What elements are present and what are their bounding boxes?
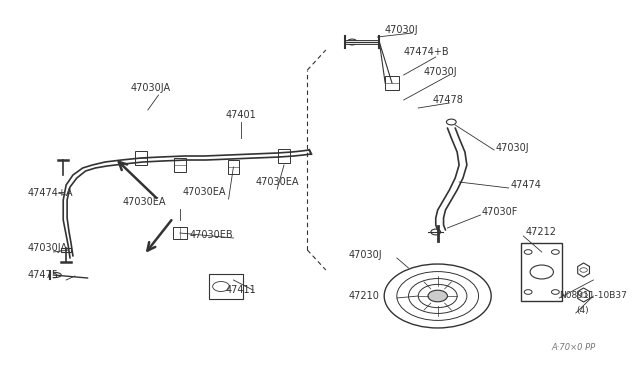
Text: 47030EA: 47030EA xyxy=(182,187,226,197)
Text: 47030J: 47030J xyxy=(423,67,457,77)
Text: 47212: 47212 xyxy=(525,227,556,237)
Text: 47030J: 47030J xyxy=(496,143,530,153)
Text: 47474+B: 47474+B xyxy=(404,47,449,57)
Bar xyxy=(135,151,147,165)
Bar xyxy=(278,149,290,163)
Text: 47030EB: 47030EB xyxy=(189,230,234,240)
Text: 47030JA: 47030JA xyxy=(131,83,171,93)
Bar xyxy=(209,274,243,299)
Text: 47030J: 47030J xyxy=(348,250,382,260)
Text: 47474+A: 47474+A xyxy=(28,188,73,198)
Text: (4): (4) xyxy=(576,305,588,314)
Text: 47030JA: 47030JA xyxy=(28,243,67,253)
Bar xyxy=(228,160,239,174)
Circle shape xyxy=(428,290,447,302)
Text: A·70×0 PP: A·70×0 PP xyxy=(552,343,596,353)
Text: 47030J: 47030J xyxy=(384,25,418,35)
Bar xyxy=(173,227,187,239)
Bar xyxy=(174,158,186,172)
Text: 47030F: 47030F xyxy=(481,207,518,217)
Text: 47030EA: 47030EA xyxy=(255,177,299,187)
Text: 47411: 47411 xyxy=(226,285,257,295)
Text: 47401: 47401 xyxy=(226,110,257,120)
Bar xyxy=(522,243,562,301)
Text: 47210: 47210 xyxy=(348,291,379,301)
Text: 47474: 47474 xyxy=(511,180,541,190)
Text: N08911-10B37: N08911-10B37 xyxy=(559,291,627,299)
Text: 47478: 47478 xyxy=(433,95,464,105)
Text: 47475: 47475 xyxy=(28,270,58,280)
Text: 47030EA: 47030EA xyxy=(122,197,166,207)
Bar xyxy=(385,76,399,90)
